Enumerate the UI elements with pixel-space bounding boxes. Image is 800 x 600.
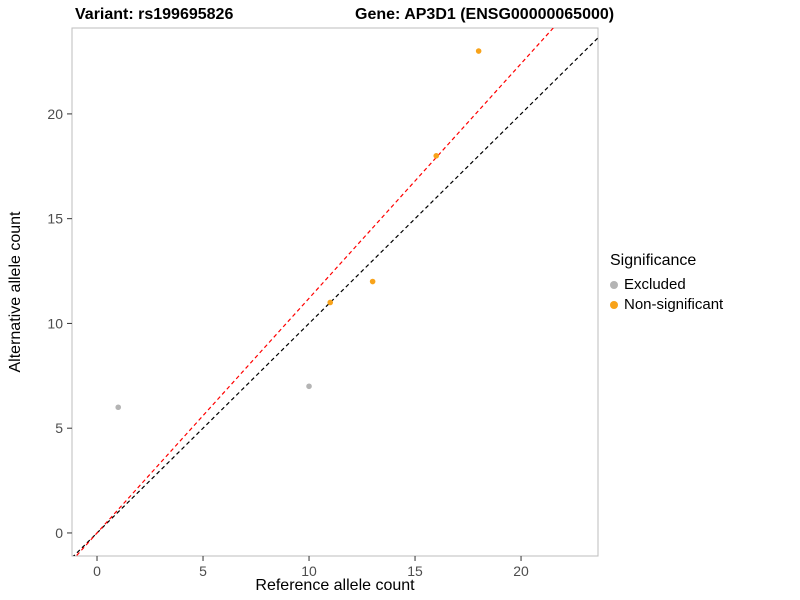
x-tick-label: 20 <box>513 563 529 579</box>
y-tick-label: 20 <box>47 106 63 122</box>
excluded-dot-icon <box>610 280 618 289</box>
panel-background <box>71 27 599 557</box>
y-tick-label: 15 <box>47 211 63 227</box>
data-point-non-significant <box>475 48 482 54</box>
allelic-ratio-line <box>75 28 555 556</box>
data-point-excluded <box>115 404 122 411</box>
legend-item-label-non-significant: Non-significant <box>624 296 724 313</box>
data-point-non-significant <box>327 299 334 306</box>
plot-title-gene: Gene: AP3D1 (ENSG00000065000) <box>355 6 615 23</box>
y-tick-label: 0 <box>55 525 63 541</box>
x-tick-label: 15 <box>407 563 423 579</box>
identity-line <box>72 37 598 556</box>
legend-item-non-significant: Non-significant <box>610 296 723 313</box>
x-tick-label: 5 <box>199 563 207 579</box>
legend-item-label-excluded: Excluded <box>624 276 686 293</box>
legend-item-excluded: Excluded <box>610 276 723 293</box>
y-tick-label: 10 <box>47 315 63 331</box>
plot-title-variant: Variant: rs199695826 <box>75 6 234 23</box>
x-tick-label: 10 <box>301 563 317 579</box>
non-significant-dot-icon <box>610 300 618 309</box>
data-point-non-significant <box>433 153 440 159</box>
y-tick-label: 5 <box>55 420 63 436</box>
y-axis-label: Alternative allele count <box>7 211 24 373</box>
x-tick-label: 0 <box>93 563 101 579</box>
legend-title: Significance <box>610 252 697 269</box>
legend: Significance Excluded Non-significant <box>610 252 723 316</box>
data-point-excluded <box>306 383 312 390</box>
data-point-non-significant <box>369 278 376 285</box>
x-axis-label: Reference allele count <box>255 577 415 594</box>
